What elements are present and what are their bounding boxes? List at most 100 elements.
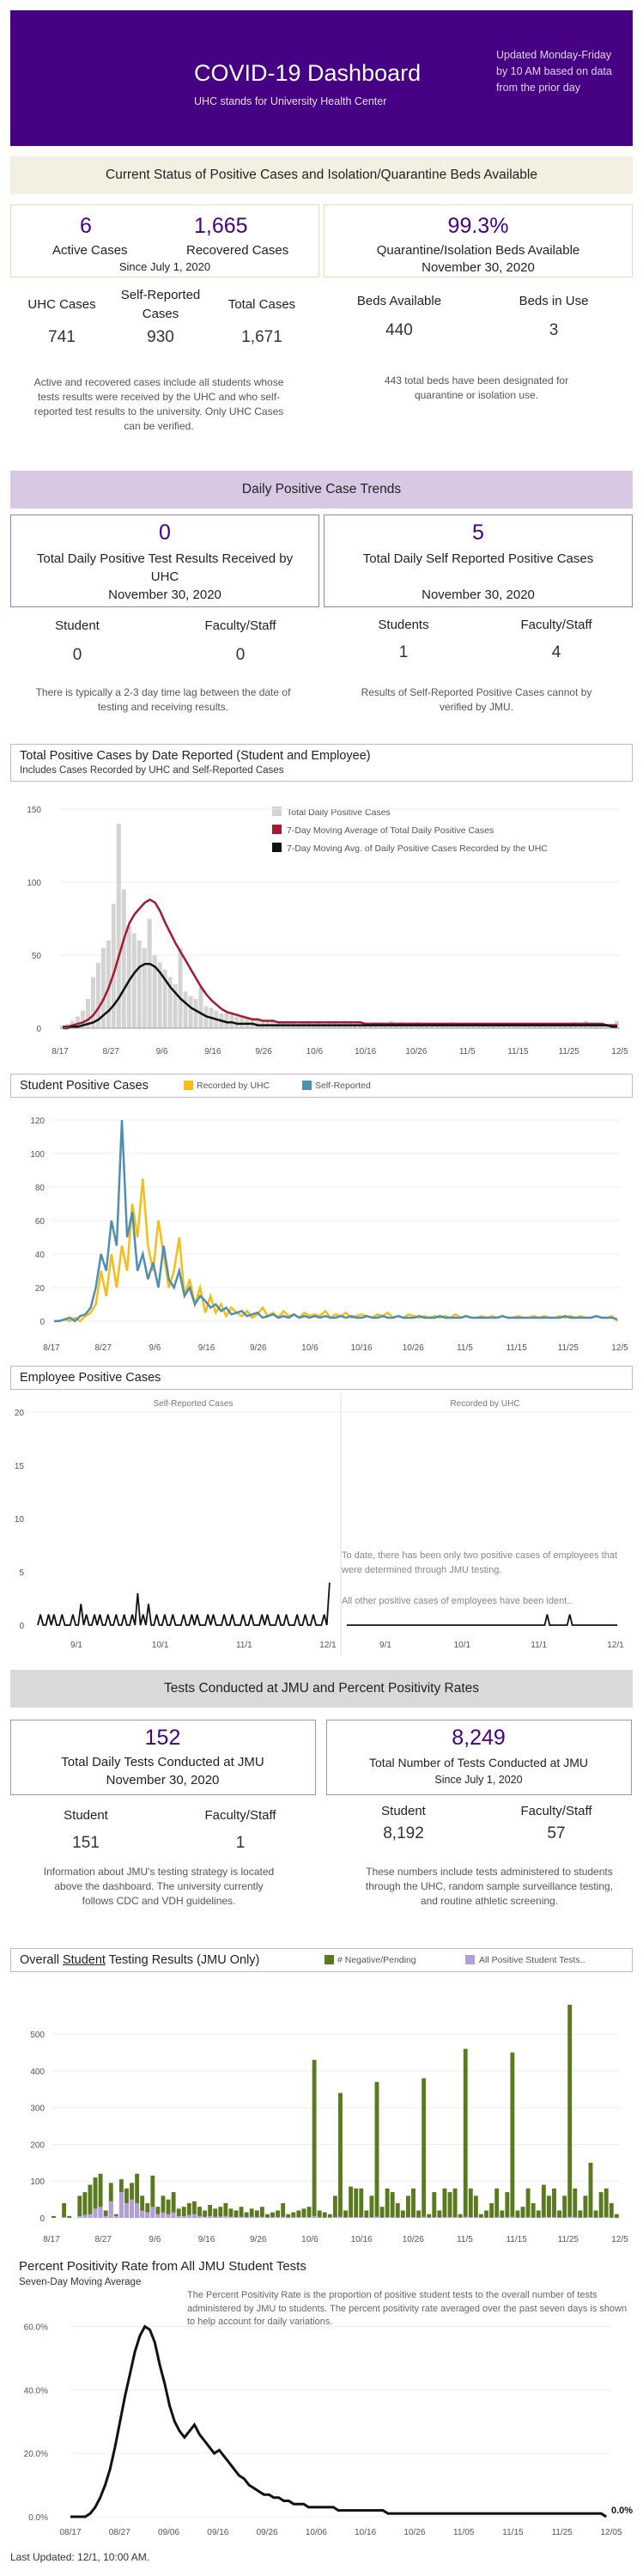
total-bar	[460, 1025, 465, 1028]
testing-negative-bar	[228, 2208, 234, 2218]
legend-label-uhc: 7-Day Moving Avg. of Daily Positive Case…	[287, 843, 548, 854]
positivity-x-tick: 10/26	[403, 2528, 425, 2537]
testing-positive-bar	[281, 2216, 286, 2218]
testing-negative-bar	[411, 2188, 416, 2218]
testing-negative-bar	[349, 2186, 354, 2218]
beds-note: 443 total beds have been designated for …	[384, 375, 569, 401]
testing-negative-bar	[145, 2202, 150, 2218]
tests-student2-label: Student	[381, 1804, 426, 1818]
testing-positive-bar	[155, 2214, 161, 2218]
testing-negative-bar	[150, 2175, 155, 2218]
total-x-tick: 12/5	[611, 1047, 628, 1057]
total-cases-chart: Total Daily Positive Cases 7-Day Moving …	[27, 806, 628, 1057]
student-x-tick: 8/17	[43, 1343, 60, 1353]
testing-negative-bar	[562, 2195, 567, 2218]
testing-negative-bar	[395, 2202, 400, 2218]
testing-positive-bar	[306, 2217, 312, 2218]
uhc-cases-label: UHC Cases	[27, 297, 96, 312]
total-tests-since: Since July 1, 2020	[434, 1774, 523, 1786]
testing-positive-bar	[239, 2216, 244, 2218]
employee-x-tick: 10/1	[454, 1641, 471, 1650]
total-x-tick: 9/26	[255, 1047, 272, 1057]
testing-y-tick: 100	[30, 2177, 45, 2187]
testing-positive-bar	[244, 2217, 249, 2218]
daily-faculty-label: Faculty/Staff	[204, 618, 276, 633]
page-title: COVID-19 Dashboard	[194, 60, 422, 86]
testing-positive-bar	[468, 2217, 473, 2218]
testing-negative-bar	[604, 2188, 609, 2218]
total-x-tick: 11/25	[559, 1047, 580, 1057]
daily-faculty-value: 0	[235, 646, 246, 664]
total-bar	[604, 1025, 610, 1028]
testing-x-tick: 8/27	[94, 2235, 112, 2244]
testing-negative-bar	[447, 2192, 452, 2218]
testing-negative-bar	[520, 2207, 525, 2218]
testing-positive-bar	[259, 2216, 264, 2218]
testing-positive-bar	[135, 2202, 140, 2218]
student-x-tick: 11/25	[558, 1343, 579, 1353]
recovered-cases-value: 1,665	[194, 214, 248, 238]
employee-note-1: To date, there has been only two positiv…	[342, 1550, 618, 1575]
testing-negative-bar	[244, 2212, 249, 2218]
testing-positive-bar	[228, 2216, 234, 2218]
positivity-x-tick: 09/06	[158, 2528, 179, 2537]
testing-negative-bar	[52, 2215, 56, 2218]
testing-negative-bar	[583, 2195, 588, 2218]
total-tests-box: 8,249 Total Number of Tests Conducted at…	[326, 1720, 632, 1795]
self-report-note: Results of Self-Reported Positive Cases …	[361, 686, 592, 713]
employee-y-tick: 0	[19, 1622, 24, 1631]
testing-negative-bar	[463, 2049, 468, 2218]
testing-y-tick: 300	[30, 2104, 45, 2114]
testing-positive-bar	[82, 2214, 88, 2218]
total-uhc-line	[63, 962, 617, 1030]
page-subtitle: UHC stands for University Health Center	[194, 95, 387, 107]
student-x-tick: 9/16	[198, 1343, 215, 1353]
testing-title-pre: Overall	[20, 1953, 63, 1967]
employee-y-tick: 10	[15, 1515, 25, 1525]
positivity-x-tick: 08/27	[109, 2528, 130, 2537]
testing-positive-bar	[552, 2217, 556, 2218]
total-bar	[131, 933, 136, 1028]
testing-negative-bar	[416, 2210, 422, 2218]
total-legend: Total Daily Positive Cases 7-Day Moving …	[272, 807, 548, 854]
testing-positive-bar	[181, 2215, 186, 2218]
testing-negative-bar	[254, 2210, 259, 2218]
daily-student-value: 0	[72, 646, 82, 664]
beds-date: November 30, 2020	[422, 260, 535, 275]
testing-negative-bar	[578, 2210, 583, 2218]
testing-negative-bar	[557, 2210, 561, 2218]
self-reported-label: Self-Reported Cases	[120, 288, 201, 321]
student-x-tick: 10/16	[351, 1343, 373, 1353]
positivity-x-tick: 11/15	[502, 2528, 524, 2537]
testing-negative-bar	[338, 2092, 343, 2218]
status-band: Current Status of Positive Cases and Iso…	[10, 156, 633, 194]
testing-negative-bar	[62, 2202, 67, 2218]
total-bar	[121, 889, 126, 1028]
testing-positive-bar	[452, 2217, 458, 2218]
testing-negative-bar	[432, 2192, 437, 2218]
testing-negative-bar	[239, 2207, 244, 2218]
testing-positive-bar	[171, 2212, 176, 2218]
testing-negative-bar	[171, 2192, 176, 2218]
tests-student-value: 151	[72, 1834, 100, 1852]
total-bar	[224, 1014, 229, 1028]
daily-tests-date: November 30, 2020	[106, 1773, 220, 1787]
testing-negative-bar	[515, 2210, 520, 2218]
total-bar	[100, 947, 106, 1028]
testing-negative-bar	[108, 2183, 113, 2218]
total-bar	[178, 947, 183, 1028]
total-bar	[95, 962, 100, 1028]
student-self-line	[54, 1119, 618, 1323]
employee-cases-chart: Self-Reported Cases Recorded by UHC 20 15…	[15, 1393, 633, 1655]
testing-positive-bar	[130, 2199, 134, 2218]
testing-negative-bar	[359, 2188, 364, 2218]
testing-positive-bar	[150, 2207, 155, 2218]
legend-swatch-uhc-student	[184, 1081, 193, 1090]
testing-negative-bar	[155, 2207, 161, 2218]
testing-positive-bar	[124, 2202, 129, 2218]
testing-negative-bar	[291, 2212, 296, 2218]
student-cases-chart: 120 100 80 60 40 20 0 8/17 8/27 9/6 9/16 9/26 10/6 10…	[30, 1117, 628, 1353]
tests-faculty2-value: 57	[547, 1824, 566, 1842]
positivity-end-label: 0.0%	[611, 2506, 633, 2516]
student-chart-title: Student Positive Cases	[20, 1079, 149, 1093]
